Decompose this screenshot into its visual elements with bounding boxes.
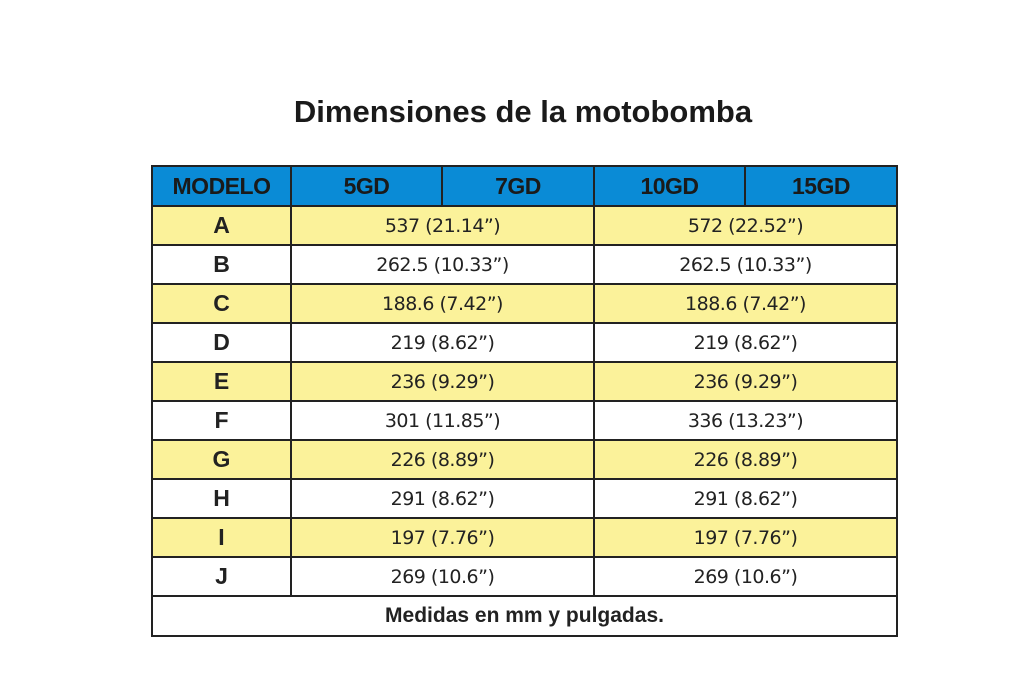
value-10gd-15gd: 219 (8.62”) bbox=[593, 322, 898, 363]
table-row: E 236 (9.29”) 236 (9.29”) bbox=[151, 361, 898, 402]
page-title: Dimensiones de la motobomba bbox=[293, 94, 753, 129]
value-10gd-15gd: 336 (13.23”) bbox=[593, 400, 898, 441]
value-5gd-7gd: 219 (8.62”) bbox=[290, 322, 595, 363]
value-10gd-15gd: 226 (8.89”) bbox=[593, 439, 898, 480]
table-header-row: MODELO 5GD 7GD 10GD 15GD bbox=[151, 165, 898, 207]
table-footer-note: Medidas en mm y pulgadas. bbox=[151, 595, 898, 637]
value-10gd-15gd: 236 (9.29”) bbox=[593, 361, 898, 402]
value-10gd-15gd: 572 (22.52”) bbox=[593, 205, 898, 246]
table-row: A 537 (21.14”) 572 (22.52”) bbox=[151, 205, 898, 246]
row-label: B bbox=[151, 244, 292, 285]
value-5gd-7gd: 226 (8.89”) bbox=[290, 439, 595, 480]
table-row: B 262.5 (10.33”) 262.5 (10.33”) bbox=[151, 244, 898, 285]
value-10gd-15gd: 197 (7.76”) bbox=[593, 517, 898, 558]
row-label: D bbox=[151, 322, 292, 363]
value-5gd-7gd: 269 (10.6”) bbox=[290, 556, 595, 597]
header-5gd: 5GD bbox=[290, 165, 443, 207]
row-label: E bbox=[151, 361, 292, 402]
table-row: J 269 (10.6”) 269 (10.6”) bbox=[151, 556, 898, 597]
value-5gd-7gd: 262.5 (10.33”) bbox=[290, 244, 595, 285]
header-7gd: 7GD bbox=[441, 165, 595, 207]
header-modelo: MODELO bbox=[151, 165, 292, 207]
row-label: H bbox=[151, 478, 292, 519]
table-row: G 226 (8.89”) 226 (8.89”) bbox=[151, 439, 898, 480]
value-5gd-7gd: 291 (8.62”) bbox=[290, 478, 595, 519]
value-10gd-15gd: 291 (8.62”) bbox=[593, 478, 898, 519]
row-label: F bbox=[151, 400, 292, 441]
row-label: A bbox=[151, 205, 292, 246]
table-row: F 301 (11.85”) 336 (13.23”) bbox=[151, 400, 898, 441]
table-row: H 291 (8.62”) 291 (8.62”) bbox=[151, 478, 898, 519]
table-row: C 188.6 (7.42”) 188.6 (7.42”) bbox=[151, 283, 898, 324]
value-10gd-15gd: 188.6 (7.42”) bbox=[593, 283, 898, 324]
table-row: D 219 (8.62”) 219 (8.62”) bbox=[151, 322, 898, 363]
header-15gd: 15GD bbox=[744, 165, 898, 207]
row-label: I bbox=[151, 517, 292, 558]
value-5gd-7gd: 188.6 (7.42”) bbox=[290, 283, 595, 324]
value-5gd-7gd: 537 (21.14”) bbox=[290, 205, 595, 246]
value-10gd-15gd: 269 (10.6”) bbox=[593, 556, 898, 597]
header-10gd: 10GD bbox=[593, 165, 746, 207]
table-row: I 197 (7.76”) 197 (7.76”) bbox=[151, 517, 898, 558]
value-5gd-7gd: 236 (9.29”) bbox=[290, 361, 595, 402]
value-10gd-15gd: 262.5 (10.33”) bbox=[593, 244, 898, 285]
row-label: J bbox=[151, 556, 292, 597]
value-5gd-7gd: 301 (11.85”) bbox=[290, 400, 595, 441]
dimensions-table: MODELO 5GD 7GD 10GD 15GD A 537 (21.14”) 57… bbox=[151, 165, 898, 637]
row-label: C bbox=[151, 283, 292, 324]
row-label: G bbox=[151, 439, 292, 480]
value-5gd-7gd: 197 (7.76”) bbox=[290, 517, 595, 558]
